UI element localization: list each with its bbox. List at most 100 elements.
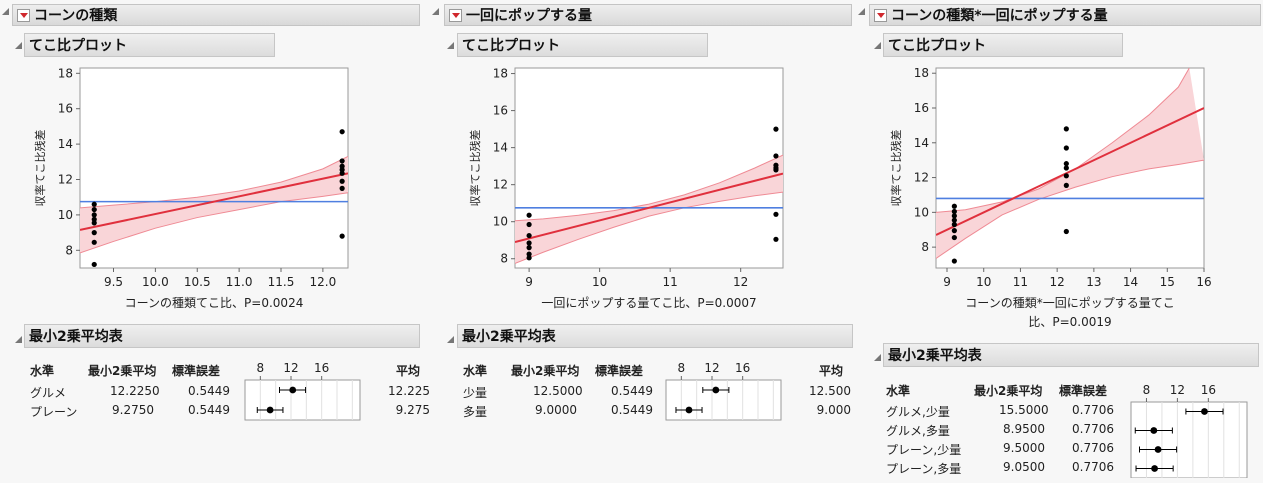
row-stderr: 0.5449 bbox=[611, 384, 653, 398]
section-title: コーンの種類 bbox=[34, 8, 118, 24]
collapse-triangle-icon[interactable] bbox=[447, 42, 454, 49]
plot-area bbox=[936, 68, 1204, 264]
data-point bbox=[91, 212, 97, 218]
row-lsmean: 9.0000 bbox=[535, 403, 577, 417]
data-point bbox=[1063, 228, 1069, 235]
y-axis-label: 収率てこ比残差 bbox=[33, 130, 47, 207]
data-point bbox=[526, 212, 532, 218]
y-tick-label: 18 bbox=[58, 66, 73, 80]
row-lsmean: 15.5000 bbox=[999, 403, 1049, 417]
data-point bbox=[91, 239, 97, 245]
red-triangle-menu-icon[interactable] bbox=[449, 8, 462, 22]
lsm-mean-point bbox=[712, 386, 720, 394]
confidence-band-lower bbox=[936, 159, 1204, 259]
data-point bbox=[951, 217, 957, 223]
leverage-plot-header[interactable]: てこ比プロット bbox=[24, 33, 275, 57]
leverage-plot-header[interactable]: てこ比プロット bbox=[457, 33, 708, 57]
data-point bbox=[1063, 173, 1069, 179]
data-point bbox=[951, 221, 957, 228]
fit-line bbox=[936, 107, 1204, 236]
lsm-table: 水準 最小2乗平均 標準誤差 平均 少量 12.5000 0.5449 12.5… bbox=[423, 358, 853, 438]
row-level: グルメ,多量 bbox=[886, 424, 950, 438]
lsm-table-header[interactable]: 最小2乗平均表 bbox=[457, 324, 853, 348]
data-point bbox=[773, 236, 779, 242]
y-tick-label: 14 bbox=[493, 141, 508, 155]
row-level: プレーン,少量 bbox=[886, 443, 962, 457]
data-point bbox=[526, 221, 532, 228]
confidence-band-upper bbox=[515, 154, 783, 222]
leverage-plot-title: てこ比プロット bbox=[462, 38, 560, 54]
col-level: 水準 bbox=[886, 384, 911, 398]
x-tick-label: 10 bbox=[976, 275, 991, 289]
data-point bbox=[1063, 145, 1069, 151]
row-stderr: 0.7706 bbox=[1072, 403, 1114, 417]
collapse-triangle-icon[interactable] bbox=[874, 354, 881, 361]
x-tick-label: 11 bbox=[663, 275, 678, 289]
confidence-band bbox=[80, 156, 348, 253]
collapse-triangle-icon[interactable] bbox=[447, 336, 454, 343]
x-axis-label: コーンの種類*一回にポップする量てこ 比、P=0.0019 bbox=[936, 294, 1204, 332]
section-header[interactable]: コーンの種類 bbox=[12, 4, 420, 26]
x-tick-label: 10.0 bbox=[142, 275, 169, 289]
lsm-frame bbox=[1130, 401, 1248, 478]
data-point bbox=[951, 208, 957, 215]
lsm-frame bbox=[244, 379, 361, 421]
data-point bbox=[526, 251, 532, 257]
row-lsmean: 9.5000 bbox=[1003, 441, 1045, 455]
data-point bbox=[951, 234, 957, 241]
data-point bbox=[951, 258, 957, 264]
confidence-band bbox=[936, 68, 1204, 259]
collapse-triangle-icon[interactable] bbox=[15, 336, 22, 343]
y-axis-label: 収率てこ比残差 bbox=[468, 130, 482, 207]
collapse-triangle-icon[interactable] bbox=[15, 42, 22, 49]
row-level: グルメ bbox=[30, 386, 67, 400]
lsm-table-header[interactable]: 最小2乗平均表 bbox=[24, 324, 420, 348]
leverage-plot: 8 10 12 14 16 18 9.5 10.0 10.5 11.0 11.5 12.0 収率てこ比残… bbox=[33, 66, 349, 289]
data-point bbox=[91, 230, 97, 236]
row-lsmean: 9.0500 bbox=[1003, 460, 1045, 474]
section-header[interactable]: 一回にポップする量 bbox=[444, 4, 852, 26]
data-point bbox=[91, 206, 97, 213]
data-point bbox=[526, 255, 532, 261]
red-triangle-menu-icon[interactable] bbox=[874, 8, 887, 22]
lsm-tick-label: 12 bbox=[283, 361, 298, 375]
row-lsmean: 9.2750 bbox=[112, 403, 154, 417]
row-level: プレーン bbox=[30, 405, 78, 419]
collapse-triangle-icon[interactable] bbox=[858, 8, 865, 15]
lsm-mean-point bbox=[1151, 465, 1158, 472]
row-stderr: 0.5449 bbox=[188, 403, 230, 417]
collapse-triangle-icon[interactable] bbox=[874, 42, 881, 49]
collapse-triangle-icon[interactable] bbox=[432, 8, 439, 15]
data-point bbox=[773, 167, 779, 173]
row-lsmean: 12.2250 bbox=[110, 384, 160, 398]
lsm-mean-point bbox=[266, 406, 274, 414]
collapse-triangle-icon[interactable] bbox=[2, 8, 9, 15]
leverage-plot-header[interactable]: てこ比プロット bbox=[883, 33, 1123, 57]
leverage-plot: 8 10 12 14 16 18 9 10 11 12 13 14 15 16 収率てこ比残差 bbox=[889, 66, 1212, 289]
row-stderr: 0.5449 bbox=[611, 403, 653, 417]
row-level: グルメ,少量 bbox=[886, 405, 950, 419]
leverage-plot-title: てこ比プロット bbox=[888, 38, 986, 54]
row-level: 多量 bbox=[463, 405, 488, 419]
lsm-tick-label: 8 bbox=[257, 361, 265, 375]
data-point bbox=[773, 211, 779, 217]
row-lsmean: 12.5000 bbox=[533, 384, 583, 398]
x-tick-label: 9 bbox=[943, 275, 951, 289]
lsm-tick-label: 8 bbox=[1143, 383, 1151, 397]
row-mean: 9.275 bbox=[395, 403, 430, 417]
data-point bbox=[773, 126, 779, 132]
lsm-tick-label: 16 bbox=[735, 361, 750, 375]
data-point bbox=[1063, 161, 1069, 167]
col-level: 水準 bbox=[30, 364, 55, 378]
row-stderr: 0.7706 bbox=[1072, 422, 1114, 436]
col-lsmean: 最小2乗平均 bbox=[88, 364, 157, 378]
confidence-band bbox=[515, 155, 783, 264]
panel-pop-amount: 一回にポップする量 てこ比プロット 8 10 12 14 16 18 9 10 11 12 収率てこ… bbox=[423, 0, 853, 483]
x-axis-label: コーンの種類てこ比、P=0.0024 bbox=[124, 296, 304, 310]
row-lsmean: 8.9500 bbox=[1003, 422, 1045, 436]
y-tick-label: 8 bbox=[500, 252, 508, 266]
lsm-table-header[interactable]: 最小2乗平均表 bbox=[883, 343, 1259, 367]
red-triangle-menu-icon[interactable] bbox=[17, 8, 30, 22]
section-header[interactable]: コーンの種類*一回にポップする量 bbox=[869, 4, 1261, 26]
y-tick-label: 10 bbox=[58, 208, 73, 222]
